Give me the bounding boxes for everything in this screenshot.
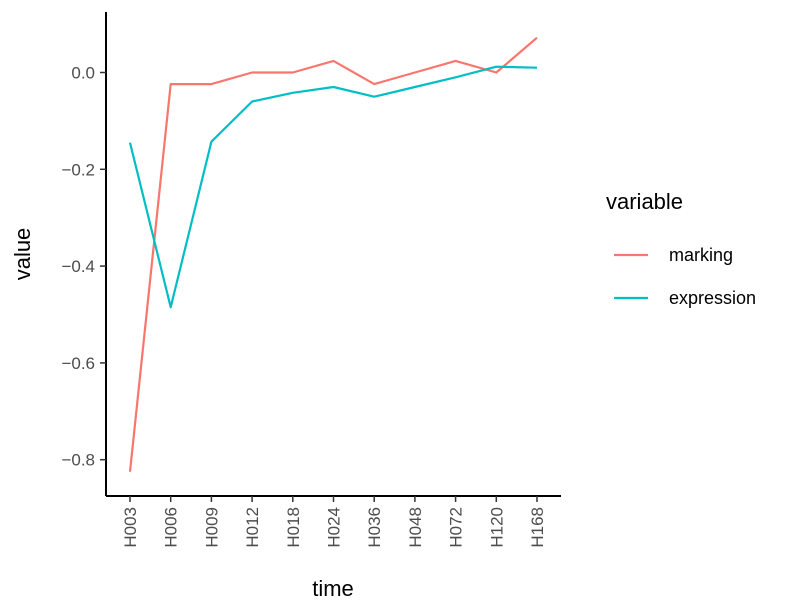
y-tick-label: −0.8 <box>61 451 95 470</box>
legend-label-marking: marking <box>669 245 733 265</box>
x-tick-label: H168 <box>528 507 547 548</box>
legend-items: marking expression <box>614 245 756 308</box>
y-tick-label: 0.0 <box>71 64 95 83</box>
y-tick-label: −0.2 <box>61 160 95 179</box>
x-tick-label: H120 <box>487 507 506 548</box>
x-tick-label: H006 <box>162 507 181 548</box>
x-tick-label: H012 <box>243 507 262 548</box>
series-line-marking <box>128 36 538 472</box>
x-tick-label: H003 <box>121 507 140 548</box>
legend-title: variable <box>606 189 683 214</box>
x-tick-label: H024 <box>325 507 344 548</box>
x-tick-label: H036 <box>365 507 384 548</box>
legend: variable marking expression <box>606 189 756 308</box>
series-layer <box>128 36 538 472</box>
y-tick-label: −0.4 <box>61 257 95 276</box>
x-axis-label: time <box>312 576 354 601</box>
x-tick-label: H048 <box>406 507 425 548</box>
x-ticks: H003 H006 H009 H012 H018 H024 H036 H048 H072 H120… <box>121 496 547 548</box>
y-ticks: 0.0 −0.2 −0.4 −0.6 −0.8 <box>61 64 106 470</box>
y-axis-label: value <box>10 228 35 281</box>
x-tick-label: H018 <box>284 507 303 548</box>
legend-label-expression: expression <box>669 288 756 308</box>
y-tick-label: −0.6 <box>61 354 95 373</box>
plot-area: 0.0 −0.2 −0.4 −0.6 −0.8 H003 H006 H009 H012 H018… <box>61 12 561 548</box>
series-line-expression <box>128 65 538 309</box>
x-tick-label: H009 <box>202 507 221 548</box>
x-tick-label: H072 <box>447 507 466 548</box>
